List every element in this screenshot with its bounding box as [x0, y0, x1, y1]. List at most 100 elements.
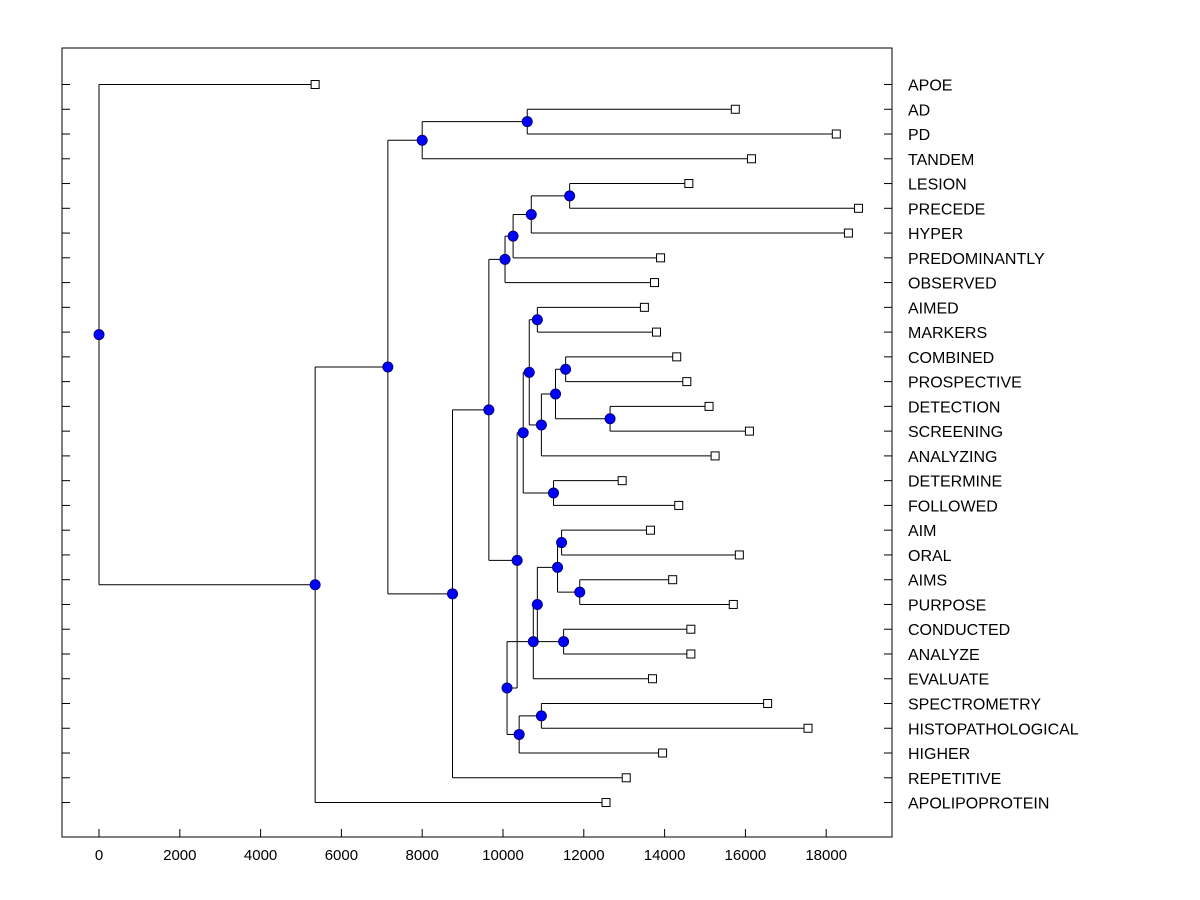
dendrogram-nodes: [93, 80, 864, 808]
leaf-label-analyzing: ANALYZING: [908, 449, 998, 466]
axis-ticks: 0 2000 4000 6000 8000 10000 12000 14000 16000 180…: [62, 84, 892, 864]
merge-node-m29: [93, 329, 105, 341]
merge-node-m26: [447, 588, 458, 600]
leaf-label-precede: PRECEDE: [908, 201, 985, 218]
leaf-marker-histopathological: [803, 723, 813, 733]
merge-node-m7: [531, 314, 543, 326]
leaf-label-aim: AIM: [908, 523, 936, 540]
leaf-label-aims: AIMS: [908, 573, 947, 590]
leaf-label-followed: FOLLOWED: [908, 498, 998, 515]
merge-node-m18: [558, 636, 570, 648]
x-tick-label: 6000: [325, 847, 358, 864]
leaf-label-observed: OBSERVED: [908, 276, 997, 293]
leaf-marker-higher: [658, 748, 668, 758]
leaf-label-predominantly: PREDOMINANTLY: [908, 251, 1045, 268]
leaf-label-tandem: TANDEM: [908, 152, 974, 169]
leaf-marker-hyper: [843, 228, 853, 238]
merge-node-m14: [517, 427, 529, 439]
leaf-marker-analyzing: [710, 451, 720, 461]
merge-node-m4: [525, 208, 537, 220]
merge-node-m25: [483, 404, 495, 416]
x-tick-label: 10000: [482, 847, 524, 864]
merge-node-m2: [416, 134, 428, 146]
merge-node-m17: [552, 561, 564, 573]
leaf-marker-tandem: [746, 154, 756, 164]
dendrogram-links: [98, 84, 859, 804]
leaf-marker-oral: [734, 550, 744, 560]
leaf-marker-followed: [674, 500, 684, 510]
merge-node-m13: [548, 487, 559, 499]
leaf-label-apolipoprotein: APOLIPOPROTEIN: [908, 796, 1049, 813]
leaf-label-pd: PD: [908, 127, 930, 144]
leaf-label-prospective: PROSPECTIVE: [908, 375, 1022, 392]
merge-node-m27: [382, 361, 394, 373]
leaf-label-aimed: AIMED: [908, 300, 959, 317]
leaf-label-conducted: CONDUCTED: [908, 622, 1010, 639]
leaf-marker-ad: [730, 104, 740, 114]
leaf-label-oral: ORAL: [908, 548, 952, 565]
leaf-label-purpose: PURPOSE: [908, 597, 986, 614]
merge-node-m8: [560, 363, 572, 375]
x-tick-label: 8000: [406, 847, 439, 864]
leaf-label-hyper: HYPER: [908, 226, 963, 243]
leaf-label-determine: DETERMINE: [908, 474, 1002, 491]
merge-node-m22: [513, 728, 525, 740]
leaf-marker-purpose: [728, 599, 738, 609]
leaf-label-apoe: APOE: [908, 78, 952, 95]
leaf-marker-pd: [831, 129, 841, 139]
merge-node-m23: [501, 682, 513, 694]
leaf-label-markers: MARKERS: [908, 325, 987, 342]
x-tick-label: 16000: [725, 847, 767, 864]
leaf-label-detection: DETECTION: [908, 399, 1000, 416]
merge-node-m6: [499, 253, 511, 265]
leaf-label-screening: SCREENING: [908, 424, 1003, 441]
x-tick-label: 2000: [163, 847, 196, 864]
x-tick-label: 12000: [563, 847, 605, 864]
leaf-label-lesion: LESION: [908, 177, 967, 194]
leaf-marker-observed: [650, 278, 659, 288]
leaf-label-analyze: ANALYZE: [908, 647, 980, 664]
leaf-marker-predominantly: [656, 253, 666, 263]
leaf-marker-conducted: [686, 624, 696, 634]
x-tick-label: 14000: [644, 847, 686, 864]
merge-node-m19: [531, 598, 543, 610]
leaf-marker-aimed: [639, 302, 649, 312]
x-tick-label: 18000: [805, 847, 847, 864]
leaf-labels: APOE AD PD TANDEM LESION PRECEDE HYPER PREDOMIN…: [908, 78, 1079, 813]
leaf-marker-markers: [652, 327, 662, 337]
leaf-label-spectrometry: SPECTROMETRY: [908, 697, 1041, 714]
merge-node-m10: [550, 388, 562, 400]
leaf-marker-screening: [744, 426, 754, 436]
merge-node-m11: [535, 419, 547, 431]
leaf-label-repetitive: REPETITIVE: [908, 771, 1001, 788]
leaf-marker-prospective: [682, 377, 692, 387]
merge-node-m20: [527, 636, 539, 648]
merge-node-m12: [523, 366, 535, 378]
leaf-marker-aims: [668, 575, 678, 585]
leaf-label-evaluate: EVALUATE: [908, 672, 989, 689]
x-tick-label: 4000: [244, 847, 277, 864]
merge-node-m24: [511, 554, 523, 566]
leaf-marker-apolipoprotein: [601, 798, 611, 808]
leaf-marker-lesion: [684, 179, 694, 189]
merge-node-m1: [521, 116, 533, 128]
merge-node-m21: [535, 710, 547, 722]
leaf-marker-determine: [617, 476, 627, 486]
merge-node-m15: [556, 537, 568, 549]
leaf-label-higher: HIGHER: [908, 746, 970, 763]
leaf-label-histopathological: HISTOPATHOLOGICAL: [908, 721, 1079, 738]
leaf-marker-combined: [672, 352, 682, 362]
leaf-marker-detection: [704, 401, 714, 411]
plot-frame: [61, 47, 893, 838]
merge-node-m16: [574, 586, 586, 598]
merge-node-m28: [309, 579, 321, 591]
leaf-marker-apoe: [310, 80, 320, 89]
leaf-marker-precede: [854, 203, 864, 213]
leaf-marker-evaluate: [647, 674, 657, 684]
leaf-marker-repetitive: [621, 773, 631, 783]
leaf-marker-analyze: [686, 649, 696, 659]
leaf-marker-aim: [645, 525, 655, 535]
merge-node-m5: [507, 230, 519, 242]
merge-node-m3: [564, 190, 576, 202]
